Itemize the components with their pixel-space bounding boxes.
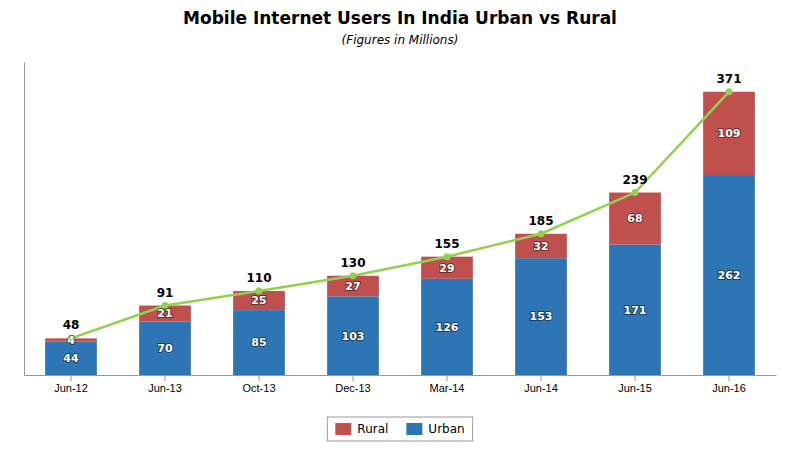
x-tick-label: Jun-14	[524, 382, 558, 394]
line	[71, 92, 729, 339]
legend-swatch	[406, 423, 422, 435]
x-tick-label: Mar-14	[430, 382, 465, 394]
bar	[139, 322, 191, 375]
x-tick-mark	[71, 375, 72, 381]
x-tick-label: Jun-16	[712, 382, 746, 394]
x-tick: Jun-13	[148, 375, 182, 394]
bar-label: 153	[530, 310, 553, 323]
bar	[327, 296, 379, 375]
total-label: 48	[63, 318, 80, 332]
total-label: 155	[434, 237, 459, 251]
x-tick: Jun-12	[54, 375, 88, 394]
legend-label: Urban	[428, 422, 464, 436]
bar-label: 109	[718, 127, 741, 140]
bar	[703, 175, 755, 375]
line-marker	[350, 272, 357, 279]
x-tick: Mar-14	[430, 375, 465, 394]
x-tick-mark	[541, 375, 542, 381]
x-axis: Jun-12 Jun-13 Oct-13 Dec-13 Mar-14 Jun-14 Jun-…	[25, 375, 777, 394]
bar-label: 4	[67, 334, 75, 347]
bar-label: 171	[624, 304, 647, 317]
bar-label: 103	[342, 330, 365, 343]
line-marker	[632, 189, 639, 196]
x-tick-mark	[729, 375, 730, 381]
legend-swatch	[335, 423, 351, 435]
legend-item: Urban	[406, 422, 464, 436]
total-label: 130	[340, 256, 365, 270]
x-tick-mark	[447, 375, 448, 381]
x-tick-mark	[259, 375, 260, 381]
x-axis-line	[25, 375, 777, 376]
legend-item: Rural	[335, 422, 388, 436]
subtitle: (Figures in Millions)	[342, 33, 459, 47]
x-tick: Dec-13	[335, 375, 370, 394]
title: Mobile Internet Users In India Urban vs …	[183, 8, 617, 28]
bar-label: 85	[251, 336, 266, 349]
total-label: 239	[622, 173, 647, 187]
x-tick-mark	[353, 375, 354, 381]
legend-frame	[327, 417, 472, 441]
x-tick: Jun-16	[712, 375, 746, 394]
data-labels: 44 70 85 103 126 153 171 262 4 21 25 27 29 32 68 109 48 9…	[63, 72, 742, 365]
bar	[703, 92, 755, 175]
line-marker	[538, 230, 545, 237]
bar-label: 68	[627, 212, 642, 225]
total-label: 91	[157, 286, 174, 300]
x-tick-label: Jun-13	[148, 382, 182, 394]
bar	[609, 244, 661, 375]
line-marker	[726, 88, 733, 95]
bar-label: 32	[533, 240, 548, 253]
chart: Mobile Internet Users In India Urban vs …	[0, 0, 800, 453]
legend-label: Rural	[357, 422, 388, 436]
total-label: 110	[246, 271, 271, 285]
bar-label: 126	[436, 321, 459, 334]
marks	[45, 88, 755, 375]
x-tick: Jun-14	[524, 375, 558, 394]
bar	[515, 258, 567, 375]
x-tick-label: Dec-13	[335, 382, 370, 394]
bar	[139, 306, 191, 322]
x-tick-label: Jun-15	[618, 382, 652, 394]
bar-label: 21	[157, 307, 172, 320]
bar-label: 29	[439, 262, 454, 275]
x-tick-mark	[635, 375, 636, 381]
line-marker	[444, 253, 451, 260]
y-axis	[24, 63, 25, 376]
x-tick-label: Oct-13	[242, 382, 275, 394]
y-axis-line	[24, 63, 25, 376]
legend: Rural Urban	[327, 417, 472, 441]
bar-label: 27	[345, 280, 360, 293]
total-label: 185	[528, 214, 553, 228]
x-tick-label: Jun-12	[54, 382, 88, 394]
x-tick: Jun-15	[618, 375, 652, 394]
bar-label: 262	[718, 269, 741, 282]
x-tick-mark	[165, 375, 166, 381]
total-label: 371	[716, 72, 741, 86]
x-tick: Oct-13	[242, 375, 275, 394]
bar-label: 70	[157, 342, 173, 355]
bar-label: 44	[63, 352, 79, 365]
plot: Jun-12 Jun-13 Oct-13 Dec-13 Mar-14 Jun-14 Jun-…	[25, 63, 777, 394]
bar	[233, 310, 285, 375]
bar	[421, 279, 473, 375]
bar-label: 25	[251, 294, 266, 307]
